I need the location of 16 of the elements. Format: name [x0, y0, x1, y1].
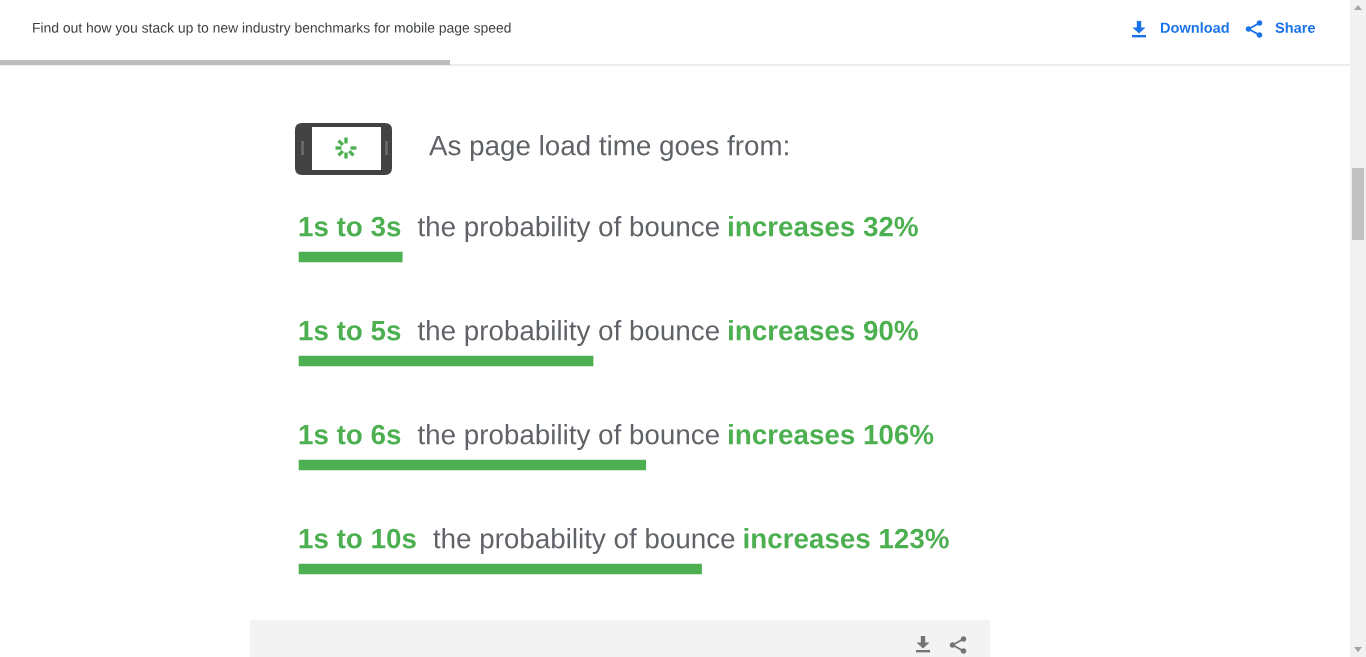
y-tick-label: 1s to 6s [299, 424, 401, 445]
text: Download [1160, 22, 1229, 33]
text: Share [1275, 22, 1316, 33]
y-tick-label: 1s to 3s [299, 216, 401, 237]
data-label: the probability of bounce increases 32% [417, 216, 918, 242]
y-tick-label: 1s to 10s [299, 528, 416, 549]
bar [298, 458, 648, 472]
bar [298, 354, 595, 368]
y-tick-label: 1s to 5s [299, 321, 401, 341]
text: Find out how you stack up to new industry benchmarks for mobile page speed [33, 22, 511, 36]
chart-title: As page load time goes from: [429, 135, 788, 161]
bar [298, 250, 404, 264]
data-label: the probability of bounce increases 106% [417, 424, 934, 450]
data-label: the probability of bounce increases 123% [433, 528, 949, 554]
bar [298, 562, 704, 576]
data-label: the probability of bounce increases 90% [417, 320, 918, 346]
